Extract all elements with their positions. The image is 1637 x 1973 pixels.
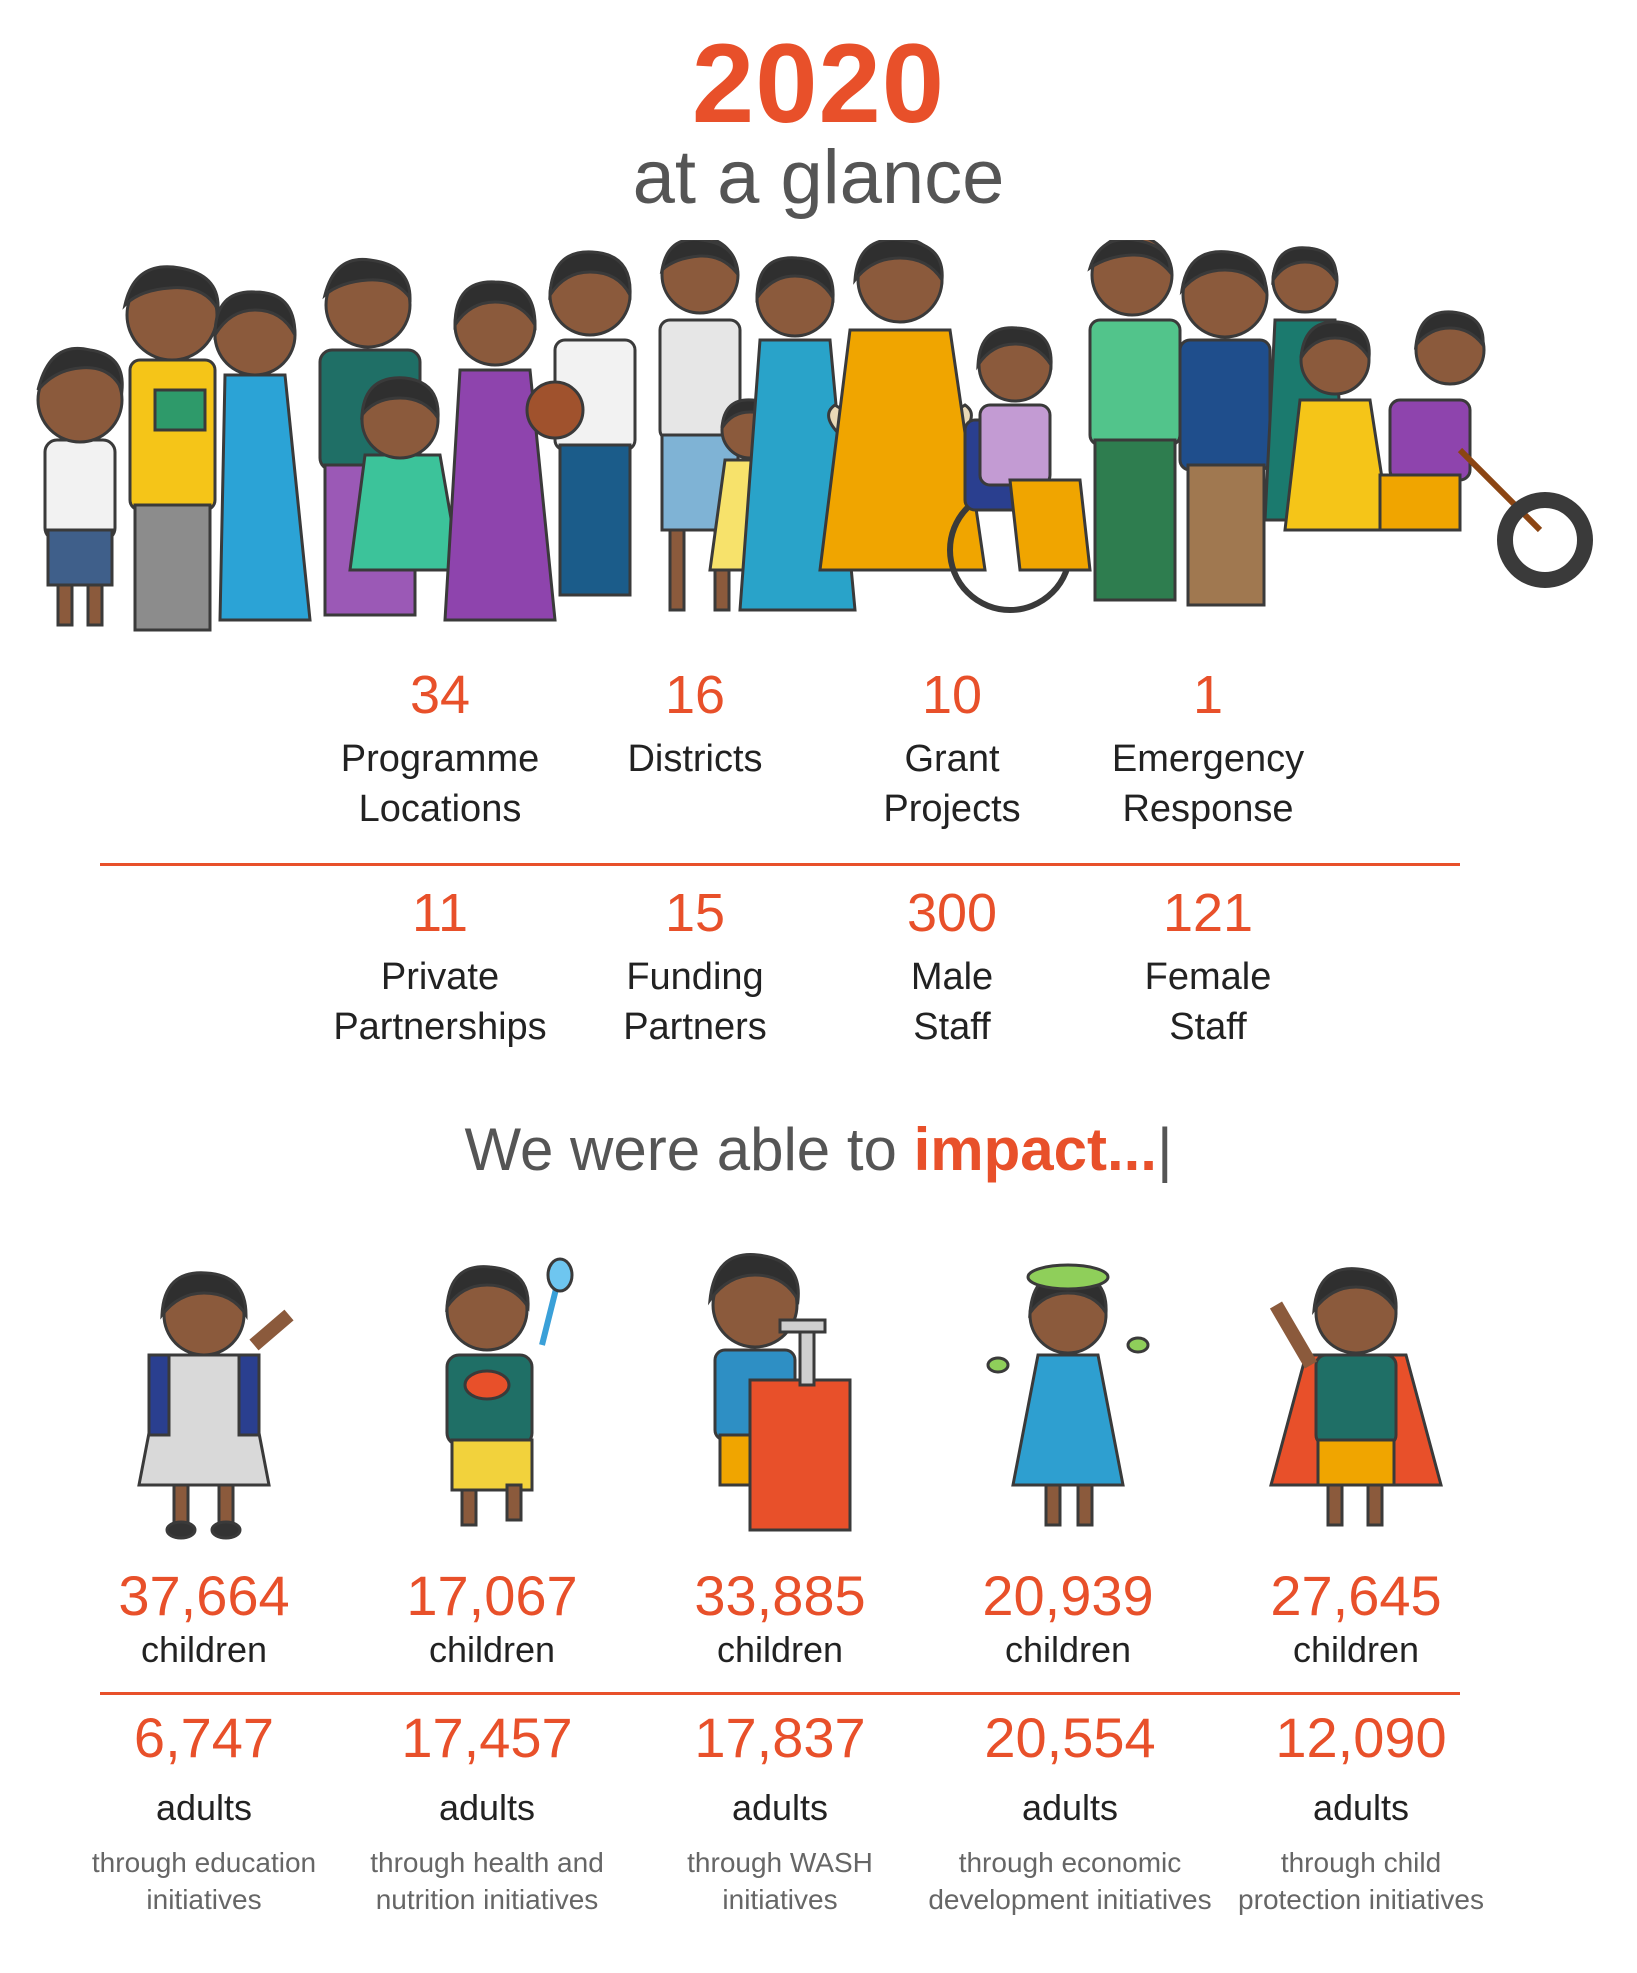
page-title-year: 2020 — [691, 21, 946, 146]
impact-adults-economic: 20,554 adults through economic developmen… — [905, 1710, 1235, 1918]
impact-adults-protection: 12,090 adults through child protection in… — [1211, 1710, 1511, 1918]
impact-unit: children — [716, 1629, 844, 1670]
impact-heading: We were able to impact...| — [0, 1120, 1637, 1180]
stat-label: Grant Projects — [883, 738, 1021, 830]
impact-adults-education: 6,747 adults through education initiative… — [59, 1710, 349, 1918]
person-figure — [443, 280, 557, 622]
impact-description: through education initiatives — [91, 1847, 317, 1915]
impact-unit: adults — [155, 1787, 253, 1828]
stat-private-partnerships: 11 Private Partnerships — [310, 886, 570, 1052]
stat-number: 11 — [411, 883, 469, 943]
stat-male-staff: 300 Male Staff — [822, 886, 1082, 1052]
stat-funding-partners: 15 Funding Partners — [565, 886, 825, 1052]
page-subtitle: at a glance — [632, 135, 1005, 220]
impact-unit: adults — [438, 1787, 536, 1828]
person-wheelchair-figure — [947, 326, 1092, 613]
stat-number: 16 — [664, 665, 726, 725]
person-figure — [213, 290, 312, 622]
impact-number: 20,939 — [982, 1564, 1154, 1627]
person-figure — [348, 376, 462, 572]
stat-label: Districts — [627, 738, 763, 780]
impact-number: 33,885 — [694, 1564, 866, 1627]
impact-children-wash: 33,885 children — [635, 1568, 925, 1668]
impact-unit: adults — [1312, 1787, 1410, 1828]
impact-unit: adults — [1021, 1787, 1119, 1828]
stat-label: Emergency Response — [1111, 738, 1305, 830]
divider-line — [100, 863, 1460, 866]
stat-label: Programme Locations — [340, 738, 540, 830]
impact-unit: adults — [731, 1787, 829, 1828]
impact-description: through child protection initiatives — [1238, 1847, 1484, 1915]
impact-adults-wash: 17,837 adults through WASH initiatives — [635, 1710, 925, 1918]
child-wash-illustration — [707, 1253, 852, 1532]
stat-districts: 16 Districts — [565, 668, 825, 784]
stat-label: Male Staff — [910, 956, 994, 1048]
divider-line — [100, 1692, 1460, 1695]
impact-heading-prefix: We were able to — [464, 1116, 914, 1183]
person-figure — [1378, 310, 1593, 588]
person-figure — [818, 240, 987, 572]
person-figure — [36, 346, 124, 627]
impact-unit: children — [428, 1629, 556, 1670]
stat-label: Female Staff — [1144, 956, 1272, 1048]
impact-unit: children — [140, 1629, 268, 1670]
impact-number: 17,457 — [401, 1706, 573, 1769]
impact-number: 27,645 — [1270, 1564, 1442, 1627]
stat-number: 121 — [1162, 883, 1254, 943]
impact-description: through health and nutrition initiatives — [370, 1847, 604, 1915]
person-figure — [525, 250, 637, 597]
person-figure — [1087, 240, 1182, 602]
child-nutrition-illustration — [445, 1257, 574, 1527]
impact-children-nutrition: 17,067 children — [347, 1568, 637, 1668]
impact-children-economic: 20,939 children — [923, 1568, 1213, 1668]
child-protection-illustration — [1269, 1267, 1443, 1527]
community-illustration — [36, 240, 1593, 632]
stat-number: 1 — [1192, 665, 1224, 725]
impact-number: 20,554 — [984, 1706, 1156, 1769]
impact-children-education: 37,664 children — [59, 1568, 349, 1668]
impact-heading-emphasis: impact... — [913, 1116, 1157, 1183]
stat-grant-projects: 10 Grant Projects — [822, 668, 1082, 834]
stat-female-staff: 121 Female Staff — [1078, 886, 1338, 1052]
impact-number: 12,090 — [1275, 1706, 1447, 1769]
impact-number: 17,067 — [406, 1564, 578, 1627]
person-figure — [1178, 250, 1272, 607]
person-figure — [658, 240, 742, 612]
impact-number: 17,837 — [694, 1706, 866, 1769]
stat-number: 10 — [921, 665, 983, 725]
child-economic-illustration — [986, 1263, 1150, 1527]
impact-number: 6,747 — [133, 1706, 275, 1769]
impact-unit: children — [1004, 1629, 1132, 1670]
stat-number: 300 — [906, 883, 998, 943]
person-figure — [122, 265, 220, 632]
child-education-illustration — [137, 1271, 294, 1540]
stat-emergency-response: 1 Emergency Response — [1078, 668, 1338, 834]
stat-label: Funding Partners — [623, 956, 767, 1048]
text-caret: | — [1156, 1116, 1173, 1183]
stat-number: 34 — [409, 665, 471, 725]
impact-unit: children — [1292, 1629, 1420, 1670]
impact-children-protection: 27,645 children — [1211, 1568, 1501, 1668]
impact-description: through WASH initiatives — [687, 1847, 873, 1915]
person-figure — [1283, 320, 1392, 532]
impact-number: 37,664 — [118, 1564, 290, 1627]
impact-adults-nutrition: 17,457 adults through health and nutritio… — [342, 1710, 632, 1918]
stat-number: 15 — [664, 883, 726, 943]
stat-label: Private Partnerships — [333, 956, 547, 1048]
stat-programme-locations: 34 Programme Locations — [310, 668, 570, 834]
impact-description: through economic development initiatives — [928, 1847, 1212, 1915]
